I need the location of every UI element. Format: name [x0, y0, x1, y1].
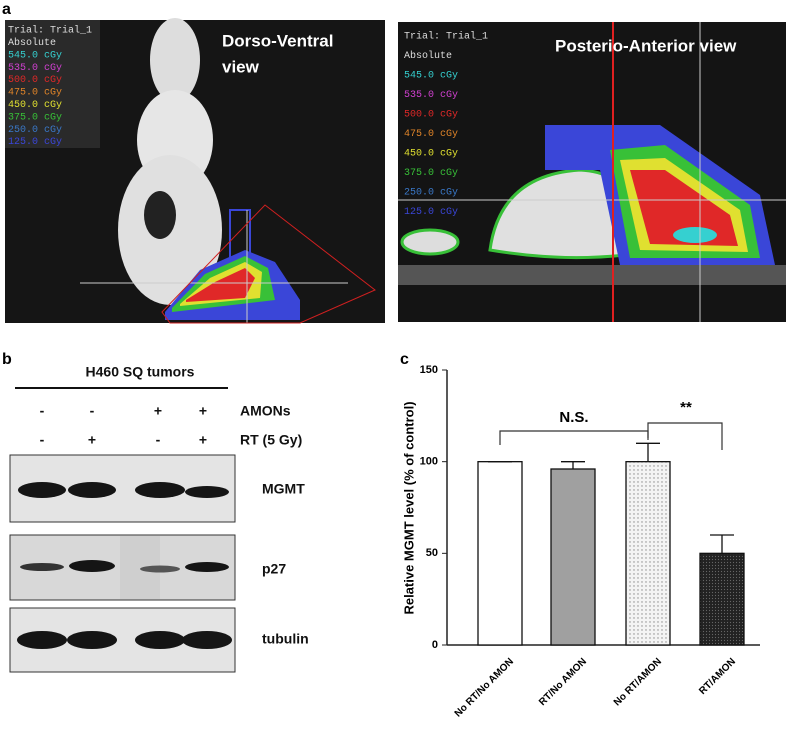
condition-sign: - [40, 403, 45, 419]
dose-level: 375.0 cGy [8, 112, 62, 123]
bar [550, 468, 596, 646]
x-tick-label: RT/AMON [697, 656, 738, 697]
dose-level: 500.0 cGy [8, 75, 62, 86]
condition-sign: - [90, 403, 95, 419]
bar [699, 552, 745, 646]
y-tick-label: 100 [420, 456, 438, 468]
condition-sign: + [88, 432, 96, 448]
band-label: MGMT [262, 481, 305, 497]
dose-level: 450.0 cGy [404, 149, 458, 160]
y-tick-label: 50 [426, 547, 438, 559]
significance-label: N.S. [559, 409, 588, 426]
significance-brackets [499, 422, 723, 450]
bar [625, 461, 671, 646]
dose-level: 535.0 cGy [8, 63, 62, 74]
dose-level: 535.0 cGy [404, 90, 458, 101]
dose-header: Trial: Trial_1 [8, 25, 92, 37]
view-title: Dorso-Ventral [222, 31, 333, 50]
panel-label: b [2, 351, 12, 368]
y-tick-label: 0 [432, 639, 438, 651]
dose-level: 545.0 cGy [8, 50, 62, 61]
dose-level: 450.0 cGy [8, 100, 62, 111]
ct-image-dorso-ventral [5, 18, 385, 324]
error-bar [636, 442, 660, 462]
y-axis-label: Relative MGMT level (% of control) [401, 401, 416, 614]
western-blot [9, 387, 236, 673]
error-bar [710, 534, 734, 554]
condition-name: AMONs [240, 403, 291, 419]
view-title: Posterio-Anterior view [555, 36, 737, 55]
dose-level: 125.0 cGy [8, 137, 62, 148]
dose-level: 475.0 cGy [404, 129, 458, 140]
y-tick-label: 150 [420, 364, 438, 376]
condition-sign: + [199, 432, 207, 448]
condition-sign: + [154, 403, 162, 419]
dose-level: 475.0 cGy [8, 88, 62, 99]
band-label: tubulin [262, 631, 309, 647]
dose-header: Trial: Trial_1 [404, 31, 488, 43]
error-bar [561, 461, 585, 469]
dose-level: 125.0 cGy [404, 207, 458, 218]
x-tick-label: No RT/No AMON [453, 656, 516, 719]
dose-level: 545.0 cGy [404, 71, 458, 82]
view-title: view [222, 57, 260, 76]
panel-label: c [400, 351, 409, 368]
dose-header: Absolute [8, 37, 56, 49]
dose-level: 250.0 cGy [8, 125, 62, 136]
dose-header: Absolute [404, 50, 452, 62]
dose-level: 375.0 cGy [404, 168, 458, 179]
x-tick-label: RT/No AMON [537, 656, 589, 708]
condition-name: RT (5 Gy) [240, 432, 302, 448]
ct-image-posterio-anterior [398, 22, 786, 322]
dose-level: 250.0 cGy [404, 188, 458, 199]
blot-title: H460 SQ tumors [86, 364, 195, 380]
band-label: p27 [262, 561, 286, 577]
condition-sign: - [156, 432, 161, 448]
significance-label: ** [680, 399, 692, 416]
x-tick-label: No RT/AMON [612, 656, 664, 708]
condition-sign: + [199, 403, 207, 419]
panel-label: a [2, 1, 11, 18]
dose-level: 500.0 cGy [404, 110, 458, 121]
condition-sign: - [40, 432, 45, 448]
bar [477, 461, 523, 646]
